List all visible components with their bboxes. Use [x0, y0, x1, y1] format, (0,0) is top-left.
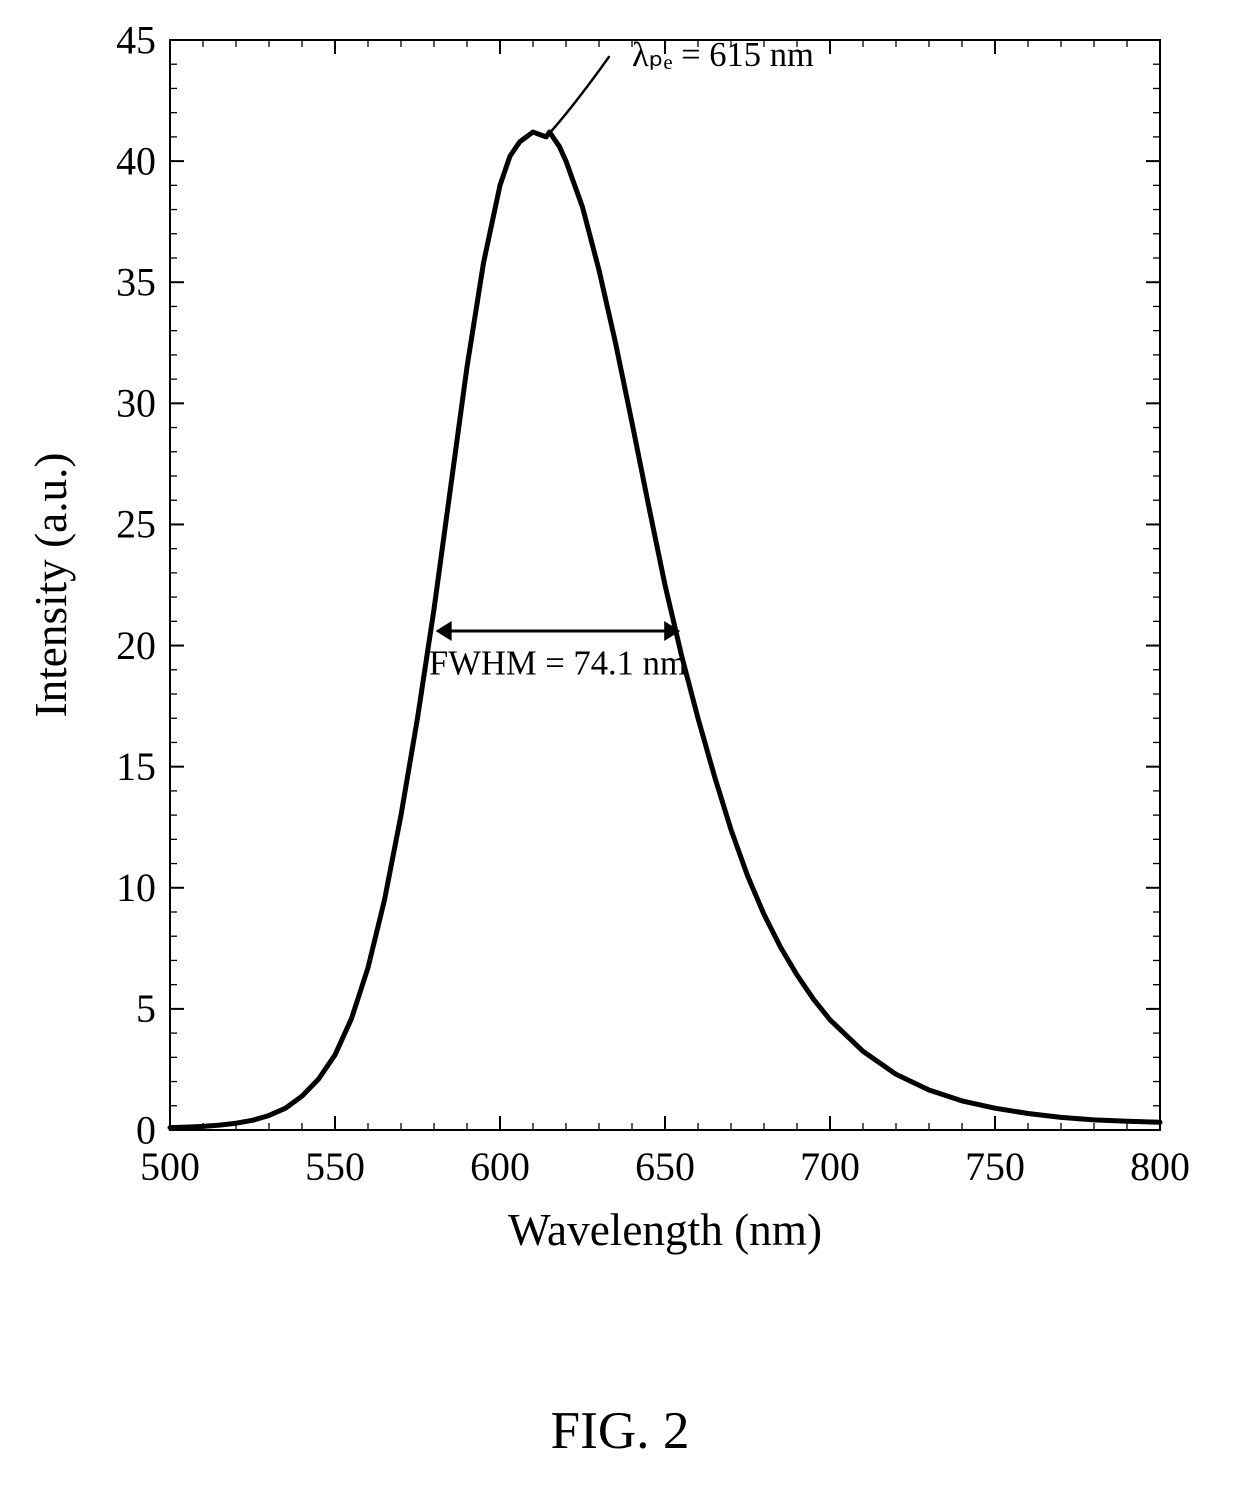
- y-tick-label: 30: [116, 381, 156, 426]
- x-tick-label: 800: [1130, 1144, 1190, 1189]
- peak-annotation: λₚₑ = 615 nm: [632, 36, 814, 74]
- spectrum-chart: 500550600650700750800051015202530354045W…: [0, 0, 1240, 1505]
- y-tick-label: 0: [136, 1107, 156, 1152]
- x-tick-label: 650: [635, 1144, 695, 1189]
- fwhm-annotation: FWHM = 74.1 nm: [429, 645, 687, 683]
- y-tick-label: 20: [116, 623, 156, 668]
- y-tick-label: 5: [136, 986, 156, 1031]
- y-tick-label: 10: [116, 865, 156, 910]
- figure-caption: FIG. 2: [0, 1400, 1240, 1461]
- y-tick-label: 15: [116, 744, 156, 789]
- y-tick-label: 35: [116, 260, 156, 305]
- x-tick-label: 700: [800, 1144, 860, 1189]
- figure-container: 500550600650700750800051015202530354045W…: [0, 0, 1240, 1505]
- y-tick-label: 45: [116, 17, 156, 62]
- y-tick-label: 25: [116, 502, 156, 547]
- y-axis-label: Intensity (a.u.): [26, 453, 76, 718]
- x-tick-label: 550: [305, 1144, 365, 1189]
- x-tick-label: 750: [965, 1144, 1025, 1189]
- x-axis-label: Wavelength (nm): [508, 1205, 822, 1255]
- y-tick-label: 40: [116, 138, 156, 183]
- x-tick-label: 600: [470, 1144, 530, 1189]
